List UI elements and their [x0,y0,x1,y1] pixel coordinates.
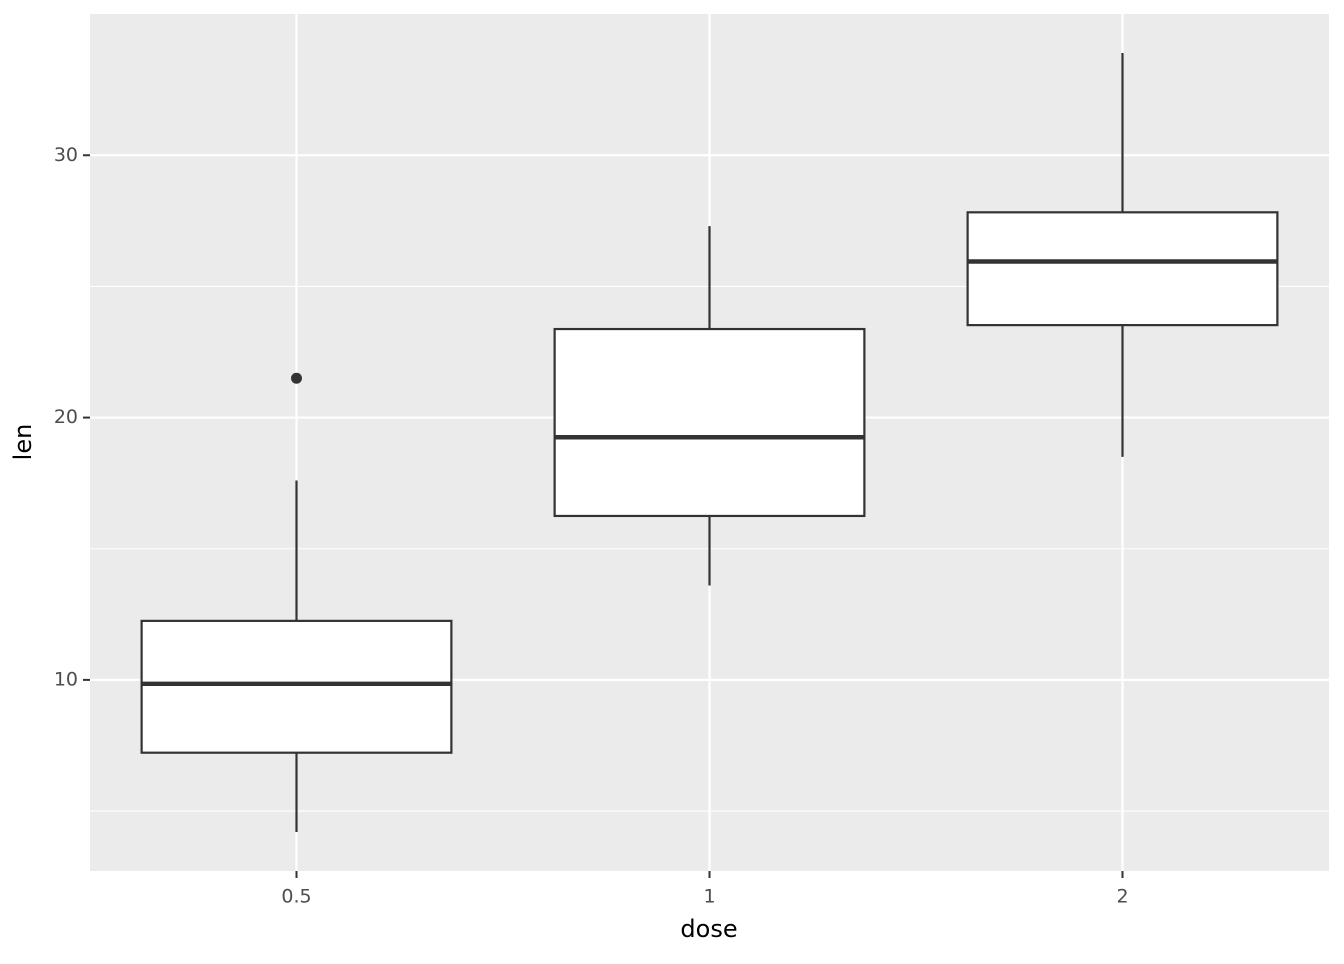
y-tick-label: 20 [54,406,78,428]
box [140,619,453,754]
y-tick-label: 30 [54,144,78,166]
y-axis-title: len [9,424,37,461]
outlier [291,372,302,384]
x-axis-title: dose [680,915,737,943]
y-tick-label: 10 [54,668,78,690]
box [553,327,866,518]
x-tick-label: 2 [1116,886,1128,908]
x-tick-label: 1 [703,886,715,908]
box [966,211,1279,327]
x-tick-label: 0.5 [281,886,311,908]
